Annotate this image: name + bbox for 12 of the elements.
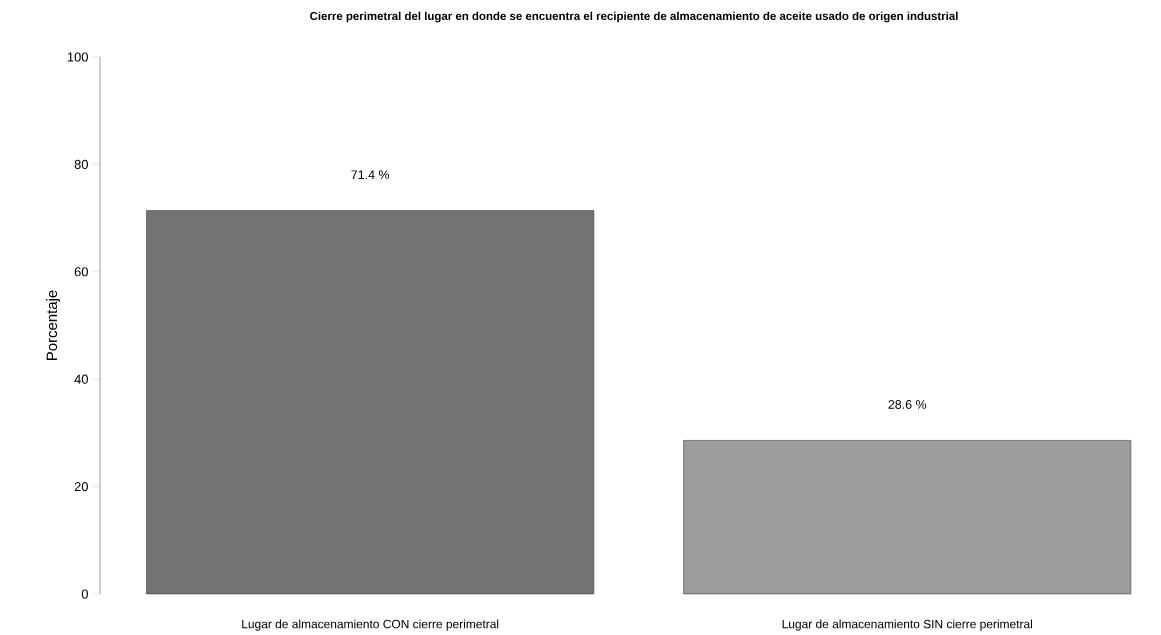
chart-title: Cierre perimetral del lugar en donde se encuentra el recipiente de almacenamiento de aceite usado de origen industrial: [310, 11, 958, 23]
x-tick-label: Lugar de almacenamiento CON cierre perimetral: [242, 619, 499, 631]
data-label: 28.6 %: [888, 400, 927, 409]
y-tick-label: 0: [81, 589, 88, 599]
data-label: 71.4 %: [351, 170, 390, 180]
y-axis-title: Porcentaje: [46, 290, 61, 360]
y-tick-label: 100: [67, 52, 88, 62]
y-tick-label: 80: [74, 159, 88, 169]
y-tick-label: 40: [74, 374, 88, 384]
y-tick-label: 60: [74, 267, 88, 277]
x-tick-label: Lugar de almacenamiento SIN cierre perimetral: [782, 619, 1032, 631]
y-tick-label: 20: [74, 481, 88, 492]
